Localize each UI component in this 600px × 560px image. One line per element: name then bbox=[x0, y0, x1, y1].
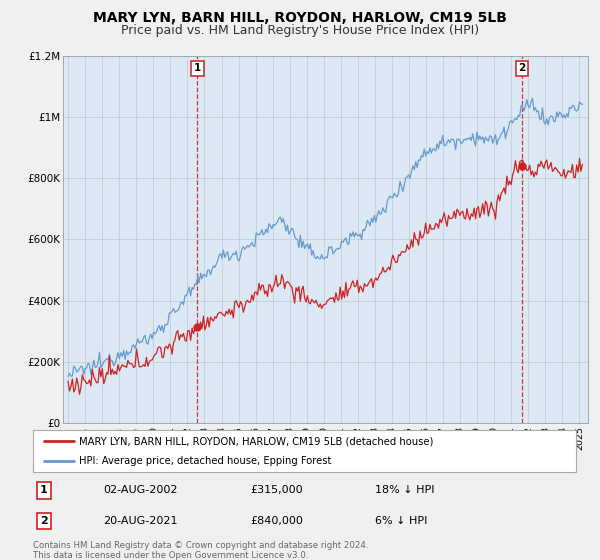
Text: Contains HM Land Registry data © Crown copyright and database right 2024.
This d: Contains HM Land Registry data © Crown c… bbox=[33, 541, 368, 560]
Text: HPI: Average price, detached house, Epping Forest: HPI: Average price, detached house, Eppi… bbox=[79, 456, 332, 466]
Text: MARY LYN, BARN HILL, ROYDON, HARLOW, CM19 5LB: MARY LYN, BARN HILL, ROYDON, HARLOW, CM1… bbox=[93, 11, 507, 25]
Text: 1: 1 bbox=[194, 63, 201, 73]
Text: MARY LYN, BARN HILL, ROYDON, HARLOW, CM19 5LB (detached house): MARY LYN, BARN HILL, ROYDON, HARLOW, CM1… bbox=[79, 436, 434, 446]
Text: £840,000: £840,000 bbox=[250, 516, 303, 526]
Text: 20-AUG-2021: 20-AUG-2021 bbox=[104, 516, 178, 526]
Text: 6% ↓ HPI: 6% ↓ HPI bbox=[375, 516, 427, 526]
Text: Price paid vs. HM Land Registry's House Price Index (HPI): Price paid vs. HM Land Registry's House … bbox=[121, 24, 479, 36]
Text: 02-AUG-2002: 02-AUG-2002 bbox=[104, 486, 178, 496]
Text: 2: 2 bbox=[518, 63, 526, 73]
Text: £315,000: £315,000 bbox=[250, 486, 303, 496]
Text: 18% ↓ HPI: 18% ↓ HPI bbox=[375, 486, 434, 496]
Text: 1: 1 bbox=[40, 486, 48, 496]
Text: 2: 2 bbox=[40, 516, 48, 526]
